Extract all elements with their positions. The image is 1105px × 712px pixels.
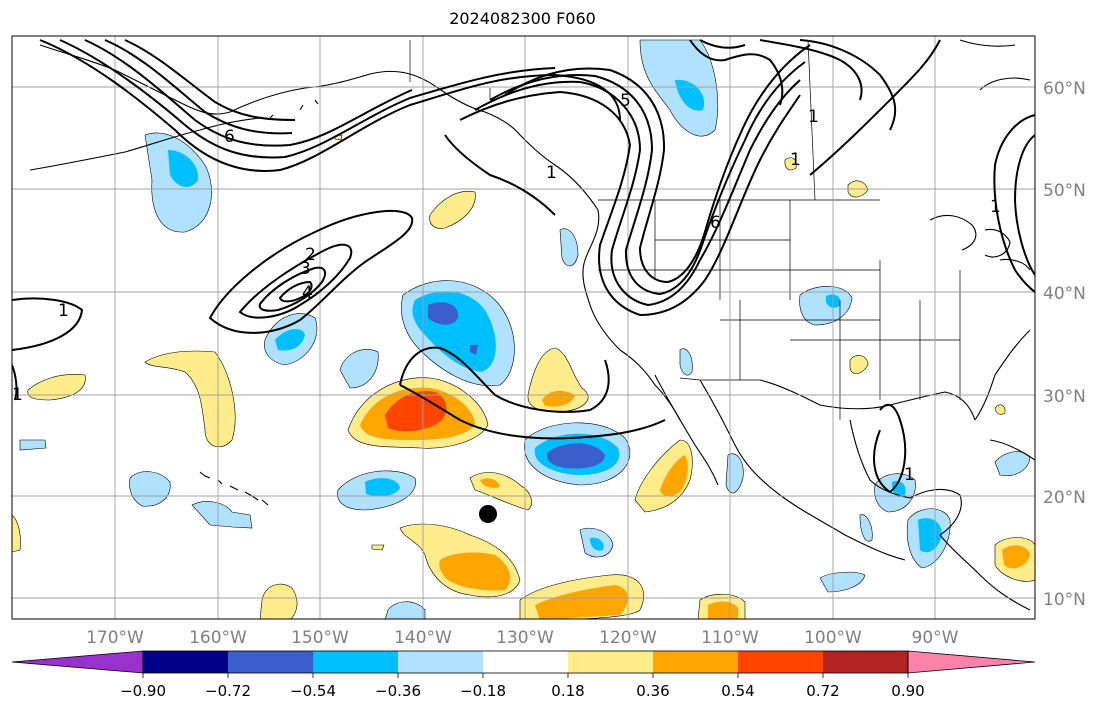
latitude-labels: 60°N 50°N 40°N 30°N 20°N 10°N [1043,79,1086,610]
coastlines [29,39,1035,611]
colorbar-segment [143,651,228,673]
colorbar-segment [738,651,823,673]
colorbar-tick-label: −0.90 [120,682,166,700]
contour-label: 4 [302,283,313,303]
lon-label: 160°W [189,628,247,648]
colorbar-segment [653,651,738,673]
lon-label: 90°W [912,628,959,648]
colorbar-tick-label: 0.54 [721,682,754,700]
lon-label: 140°W [394,628,452,648]
colorbar-segment [313,651,398,673]
colorbar-tick-label: 0.36 [636,682,669,700]
lon-label: 150°W [291,628,349,648]
lat-label: 30°N [1043,387,1086,407]
contour-label: 1 [12,385,23,405]
lat-label: 20°N [1043,488,1086,508]
contour-label: 6 [224,127,235,147]
colorbar-segment [483,651,568,673]
colorbar-segment [568,651,653,673]
map-area [12,36,1035,619]
contour-label: 5 [620,91,631,111]
contour-label: 1 [990,197,1001,217]
lon-label: 130°W [496,628,554,648]
colorbar-tick-label: 0.90 [891,682,924,700]
anomaly-shading [12,39,1035,619]
contour-label: 1 [904,465,915,485]
lat-label: 40°N [1043,284,1086,304]
colorbar [11,650,1036,674]
colorbar-tick-label: −0.18 [460,682,506,700]
contour-label: 3 [300,259,311,279]
map-title: 2024082300 F060 [449,9,596,28]
contour-labels: 1 2 3 4 5 6 6 1 1 1 1 1 1 [12,91,1001,485]
colorbar-extend-low [11,650,144,674]
contour-label: 1 [58,301,69,321]
contour-label: 1 [546,163,557,183]
colorbar-segment [823,651,908,673]
lat-label: 60°N [1043,79,1086,99]
colorbar-tick-label: 0.18 [551,682,584,700]
lon-label: 100°W [804,628,862,648]
lon-label: 120°W [599,628,657,648]
colorbar-tick-label: −0.54 [290,682,336,700]
colorbar-segment [228,651,313,673]
colorbar-segment [398,651,483,673]
colorbar-outline [142,650,909,674]
lat-label: 50°N [1043,181,1086,201]
contour-label: 2 [305,245,316,265]
longitude-labels: 170°W 160°W 150°W 140°W 130°W 120°W 110°… [86,628,959,648]
graticule [12,36,1035,619]
lon-label: 170°W [86,628,144,648]
colorbar-tick-label: 0.72 [806,682,839,700]
colorbar-tick-labels: −0.90 −0.72 −0.54 −0.36 −0.18 0.18 0.36 0.54 0.7… [120,673,925,700]
colorbar-tick-label: −0.72 [205,682,251,700]
lon-label: 110°W [701,628,759,648]
storm-position-marker [479,505,497,523]
contour-lines [12,39,1035,494]
contour-label: 1 [808,107,819,127]
colorbar-tick-label: −0.36 [375,682,421,700]
map-frame [11,35,1036,620]
colorbar-extend-high [907,650,1036,674]
contour-label: 1 [790,150,801,170]
contour-label: 6 [710,213,721,233]
lat-label: 10°N [1043,590,1086,610]
